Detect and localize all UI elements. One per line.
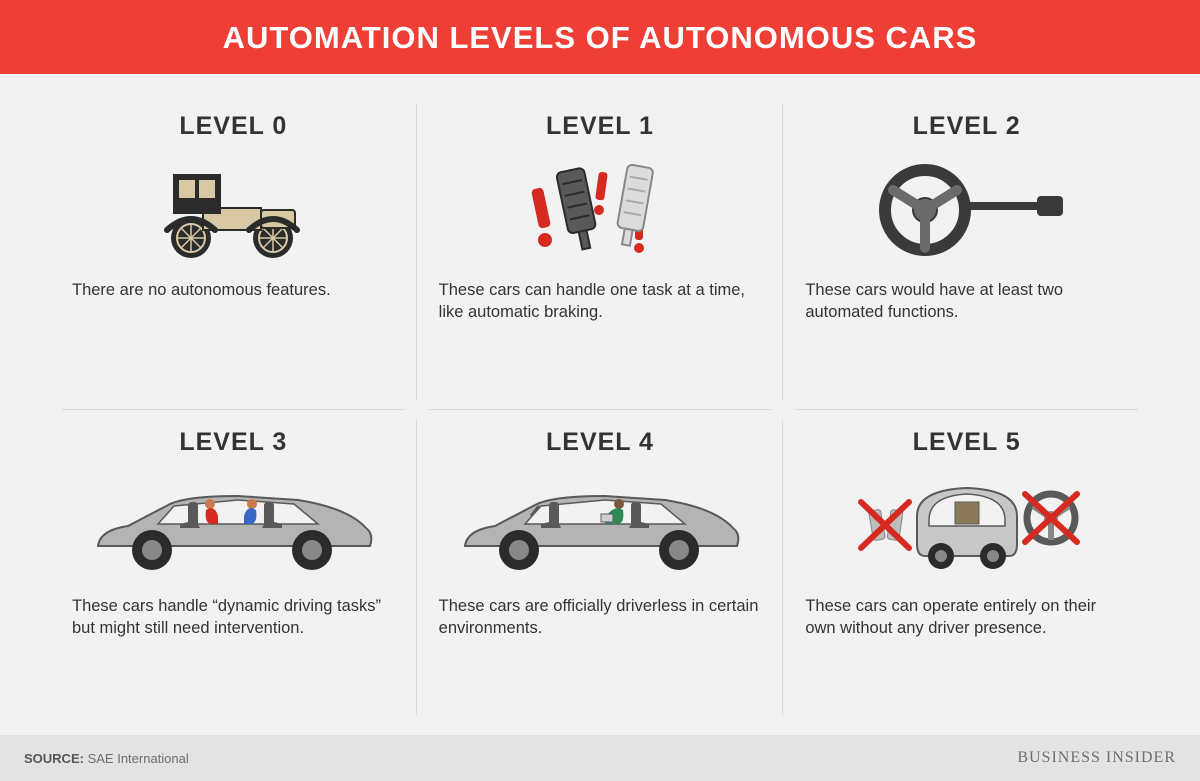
level-cell-5: LEVEL 5 (783, 410, 1150, 726)
vintage-car-icon (72, 155, 395, 265)
level-title: LEVEL 0 (179, 112, 287, 141)
level-desc: These cars are officially driverless in … (439, 595, 762, 640)
source-line: SOURCE: SAE International (24, 751, 189, 766)
level-title: LEVEL 3 (179, 428, 287, 457)
level-cell-1: LEVEL 1 (417, 94, 784, 410)
level-desc: These cars would have at least two autom… (805, 279, 1128, 324)
level-title: LEVEL 5 (913, 428, 1021, 457)
level-desc: These cars can operate entirely on their… (805, 595, 1128, 640)
level-desc: There are no autonomous features. (72, 279, 395, 301)
level-title: LEVEL 2 (913, 112, 1021, 141)
level-desc: These cars can handle one task at a time… (439, 279, 762, 324)
pedals-alert-icon (439, 155, 762, 265)
source-label: SOURCE: (24, 751, 84, 766)
car-two-passengers-icon (72, 471, 395, 581)
steering-lever-icon (805, 155, 1128, 265)
car-one-passenger-icon (439, 471, 762, 581)
brand-label: BUSINESS INSIDER (1017, 749, 1176, 767)
level-desc: These cars handle “dynamic driving tasks… (72, 595, 395, 640)
levels-grid: LEVEL 0 (0, 74, 1200, 735)
level-cell-4: LEVEL 4 These cars are officially driver… (417, 410, 784, 726)
level-cell-3: LEVEL 3 These cars handle “dynamic dr (50, 410, 417, 726)
page-title: AUTOMATION LEVELS OF AUTONOMOUS CARS (0, 0, 1200, 74)
pod-car-no-controls-icon (805, 471, 1128, 581)
level-cell-2: LEVEL 2 These cars would have at least t… (783, 94, 1150, 410)
level-title: LEVEL 4 (546, 428, 654, 457)
level-cell-0: LEVEL 0 (50, 94, 417, 410)
footer: SOURCE: SAE International BUSINESS INSID… (0, 735, 1200, 781)
source-value: SAE International (88, 751, 189, 766)
level-title: LEVEL 1 (546, 112, 654, 141)
